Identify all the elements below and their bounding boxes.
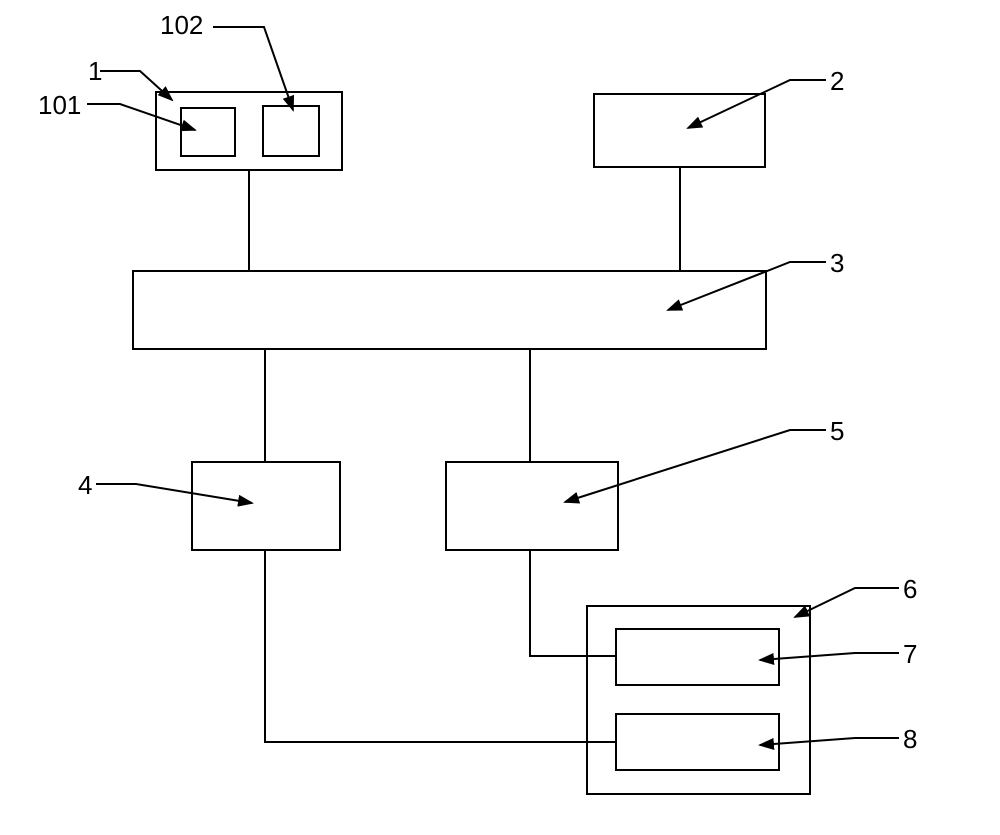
label-8: 8 [903, 724, 917, 755]
label-101: 101 [38, 90, 81, 121]
label-1: 1 [88, 56, 102, 87]
label-2: 2 [830, 66, 844, 97]
line-layer [0, 0, 1000, 835]
label-5: 5 [830, 416, 844, 447]
label-7: 7 [903, 639, 917, 670]
label-4: 4 [78, 470, 92, 501]
label-102: 102 [160, 10, 203, 41]
label-3: 3 [830, 248, 844, 279]
label-6: 6 [903, 574, 917, 605]
